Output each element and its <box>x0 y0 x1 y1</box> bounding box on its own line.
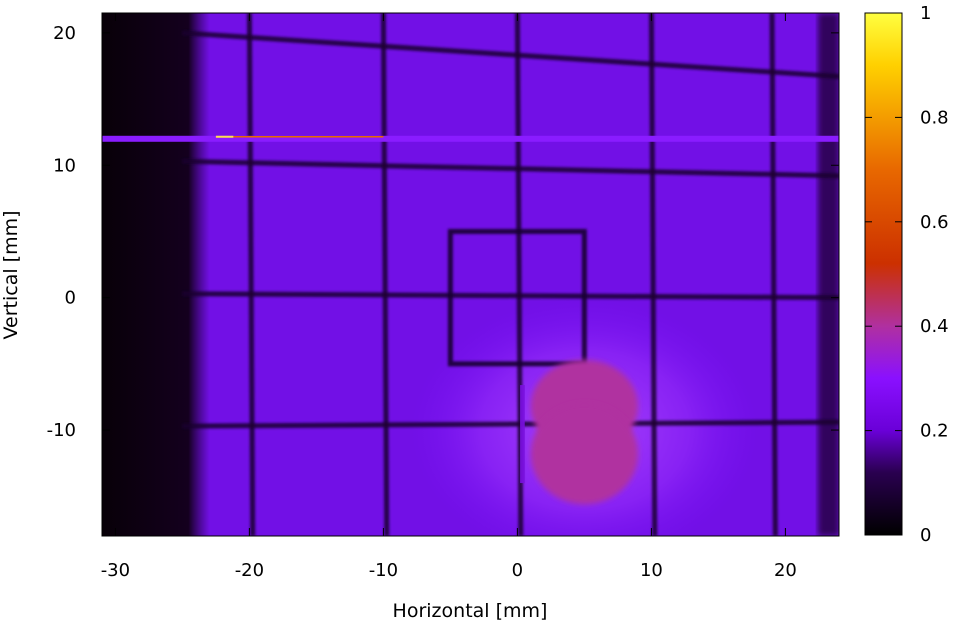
x-tick-label: -30 <box>101 560 130 581</box>
horizontal-wire <box>182 419 839 429</box>
plot-frame <box>101 12 840 537</box>
left-dark-region <box>102 13 210 536</box>
vertical-wire <box>380 13 390 536</box>
x-tick-label: 0 <box>512 560 523 581</box>
colorbar-tick-label: 0.4 <box>920 316 949 337</box>
y-axis-label: Vertical [mm] <box>0 210 22 339</box>
y-tick-label: 10 <box>53 155 76 176</box>
y-tick-label: 0 <box>65 288 76 309</box>
y-tick-label: 20 <box>53 23 76 44</box>
x-tick-label: 10 <box>640 560 663 581</box>
colorbar-tick-label: 1 <box>920 3 931 24</box>
x-tick-label: -10 <box>369 560 398 581</box>
x-tick-label: -20 <box>235 560 264 581</box>
grid-wires <box>182 13 839 536</box>
square-outline <box>447 228 587 367</box>
hot-spot-left-cut <box>520 385 525 484</box>
x-axis-label: Horizontal [mm] <box>393 600 548 622</box>
right-dark-edge <box>818 13 839 536</box>
colorbar-ticks: 0 0.2 0.4 0.6 0.8 1 <box>865 3 949 546</box>
x-axis-ticks: -30 -20 -10 0 10 20 <box>101 13 797 581</box>
colorbar-tick-label: 0.8 <box>920 107 949 128</box>
horizontal-wire <box>182 158 839 179</box>
x-tick-label: 20 <box>774 560 797 581</box>
colorbar-tick-label: 0.2 <box>920 421 949 442</box>
vertical-wire <box>648 13 658 536</box>
square-aperture <box>447 228 587 367</box>
heatmap-plot-area <box>102 13 839 536</box>
bright-stripe <box>102 135 839 142</box>
vertical-wire <box>246 13 256 536</box>
hot-spot-lower-lobe <box>530 403 639 505</box>
colorbar-tick-label: 0 <box>920 525 931 546</box>
y-axis-ticks: -10 0 10 20 <box>47 23 839 441</box>
vertical-wire <box>769 13 778 536</box>
stripe-band <box>102 135 839 142</box>
horizontal-wire <box>182 291 839 301</box>
colorbar <box>864 12 903 536</box>
y-tick-label: -10 <box>47 420 76 441</box>
hot-spot <box>490 359 665 505</box>
colorbar-tick-label: 0.6 <box>920 212 949 233</box>
horizontal-wire <box>182 30 839 80</box>
